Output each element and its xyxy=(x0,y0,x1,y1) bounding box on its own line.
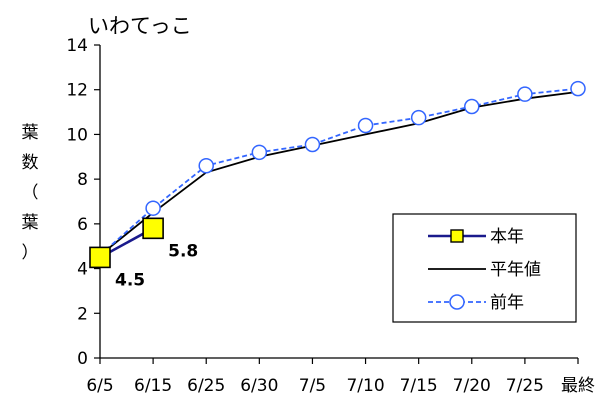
data-point-前年 xyxy=(464,98,480,115)
data-point-前年 xyxy=(410,109,427,126)
data-point-前年 xyxy=(251,144,268,161)
x-ticks: 6/5 6/15 6/25 6/30 7/5 7/10 7/15 7/20 7/25 最終 xyxy=(86,358,595,396)
y-tick-label: 10 xyxy=(66,125,88,145)
legend-marker-本年 xyxy=(450,229,464,243)
y-axis-label-char: ） xyxy=(22,243,39,263)
data-label: 5.8 xyxy=(168,241,198,261)
data-point-前年 xyxy=(570,80,586,97)
data-point-前年 xyxy=(517,86,533,102)
x-tick-label: 6/25 xyxy=(187,376,225,396)
x-tick-label: 7/20 xyxy=(453,376,491,396)
y-axis-label: 葉数（葉） xyxy=(22,123,39,263)
data-labels: 4.5 5.8 xyxy=(115,241,198,290)
legend-marker-前年 xyxy=(449,294,465,310)
data-point-前年 xyxy=(198,157,214,174)
y-tick-label: 4 xyxy=(77,260,88,280)
x-tick-label: 6/15 xyxy=(134,376,172,396)
x-tick-label: 7/15 xyxy=(400,376,438,396)
legend-label: 平年値 xyxy=(490,260,541,280)
x-tick-label: 7/25 xyxy=(506,376,544,396)
y-tick-label: 0 xyxy=(77,349,88,369)
series-layer xyxy=(89,80,586,269)
axes xyxy=(99,45,578,359)
y-axis-label-char: 葉 xyxy=(22,123,39,143)
x-tick-label: 7/5 xyxy=(299,376,326,396)
y-axis-label-char: （ xyxy=(22,183,39,203)
y-axis-label-char: 数 xyxy=(22,153,39,173)
y-tick-label: 6 xyxy=(77,215,88,235)
y-tick-label: 2 xyxy=(77,304,88,324)
data-point-前年 xyxy=(304,136,321,153)
legend-label: 前年 xyxy=(490,293,524,313)
series-line-前年 xyxy=(99,87,579,256)
data-point-本年 xyxy=(89,246,111,269)
x-tick-label: 7/10 xyxy=(346,376,384,396)
x-tick-label: 最終 xyxy=(561,376,595,396)
y-tick-label: 8 xyxy=(77,170,88,190)
chart-title: いわてっこ xyxy=(88,14,192,38)
data-point-本年 xyxy=(142,217,164,240)
series-line-平年値 xyxy=(99,91,579,256)
legend-label: 本年 xyxy=(490,227,524,247)
data-label: 4.5 xyxy=(115,270,145,290)
x-tick-label: 6/5 xyxy=(86,376,113,396)
legend-box xyxy=(392,213,577,323)
y-ticks: 0 2 4 6 8 10 12 14 xyxy=(66,36,100,369)
y-axis-label-char: 葉 xyxy=(22,213,39,233)
y-tick-label: 12 xyxy=(66,81,88,101)
data-point-前年 xyxy=(357,117,374,134)
x-tick-label: 6/30 xyxy=(240,376,278,396)
y-tick-label: 14 xyxy=(66,36,88,56)
data-point-前年 xyxy=(145,200,161,216)
